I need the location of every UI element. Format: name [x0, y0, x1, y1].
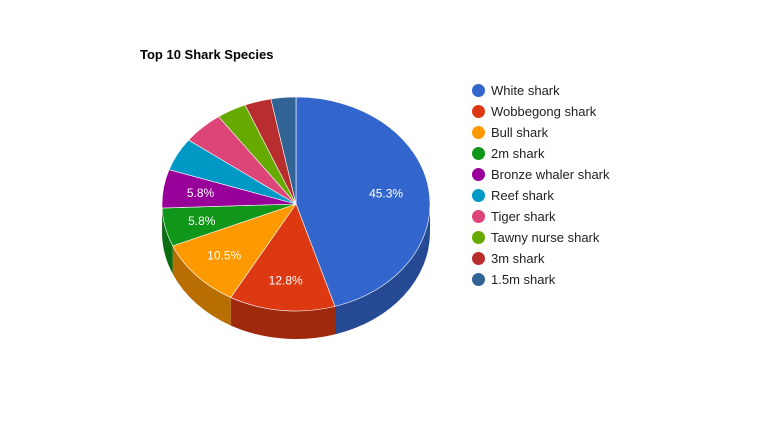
legend-swatch — [472, 231, 485, 244]
legend-label: 2m shark — [491, 146, 545, 161]
legend-label: Wobbegong shark — [491, 104, 597, 119]
legend-swatch — [472, 273, 485, 286]
legend-item-9[interactable]: 1.5m shark — [472, 269, 610, 290]
legend-swatch — [472, 126, 485, 139]
slice-label-1: 12.8% — [269, 274, 303, 288]
legend-item-3[interactable]: 2m shark — [472, 143, 610, 164]
chart-title: Top 10 Shark Species — [140, 47, 274, 62]
legend-item-0[interactable]: White shark — [472, 80, 610, 101]
slice-label-3: 5.8% — [188, 214, 216, 228]
legend-swatch — [472, 105, 485, 118]
pie-side-3 — [162, 208, 173, 274]
pie-slice-labels: 45.3% 12.8% 10.5% 5.8% 5.8% — [187, 186, 404, 288]
legend-item-6[interactable]: Tiger shark — [472, 206, 610, 227]
legend-swatch — [472, 189, 485, 202]
legend-item-8[interactable]: 3m shark — [472, 248, 610, 269]
legend-item-4[interactable]: Bronze whaler shark — [472, 164, 610, 185]
pie-side-0 — [334, 204, 430, 335]
pie-slice-0[interactable] — [295, 96, 431, 307]
legend-item-5[interactable]: Reef shark — [472, 185, 610, 206]
legend: White shark Wobbegong shark Bull shark 2m s… — [472, 80, 610, 290]
legend-label: White shark — [491, 83, 560, 98]
pie-depth — [162, 204, 430, 340]
legend-item-2[interactable]: Bull shark — [472, 122, 610, 143]
legend-swatch — [472, 147, 485, 160]
pie-slices — [161, 96, 431, 312]
legend-label: Tawny nurse shark — [491, 230, 600, 245]
pie-slice-2[interactable] — [172, 203, 297, 298]
slice-label-2: 10.5% — [207, 249, 241, 263]
legend-label: Bronze whaler shark — [491, 167, 610, 182]
slice-label-0: 45.3% — [369, 186, 403, 200]
legend-label: 1.5m shark — [491, 272, 556, 287]
legend-label: Tiger shark — [491, 209, 556, 224]
legend-label: Bull shark — [491, 125, 549, 140]
pie-slice-1[interactable] — [230, 203, 336, 312]
legend-swatch — [472, 168, 485, 181]
legend-label: 3m shark — [491, 251, 545, 266]
pie-side-2 — [172, 245, 231, 326]
legend-label: Reef shark — [491, 188, 554, 203]
legend-swatch — [472, 84, 485, 97]
legend-item-1[interactable]: Wobbegong shark — [472, 101, 610, 122]
slice-label-4: 5.8% — [187, 186, 215, 200]
pie-slice-9[interactable] — [270, 96, 297, 205]
legend-swatch — [472, 252, 485, 265]
pie-side-1 — [230, 297, 335, 340]
legend-swatch — [472, 210, 485, 223]
legend-item-7[interactable]: Tawny nurse shark — [472, 227, 610, 248]
